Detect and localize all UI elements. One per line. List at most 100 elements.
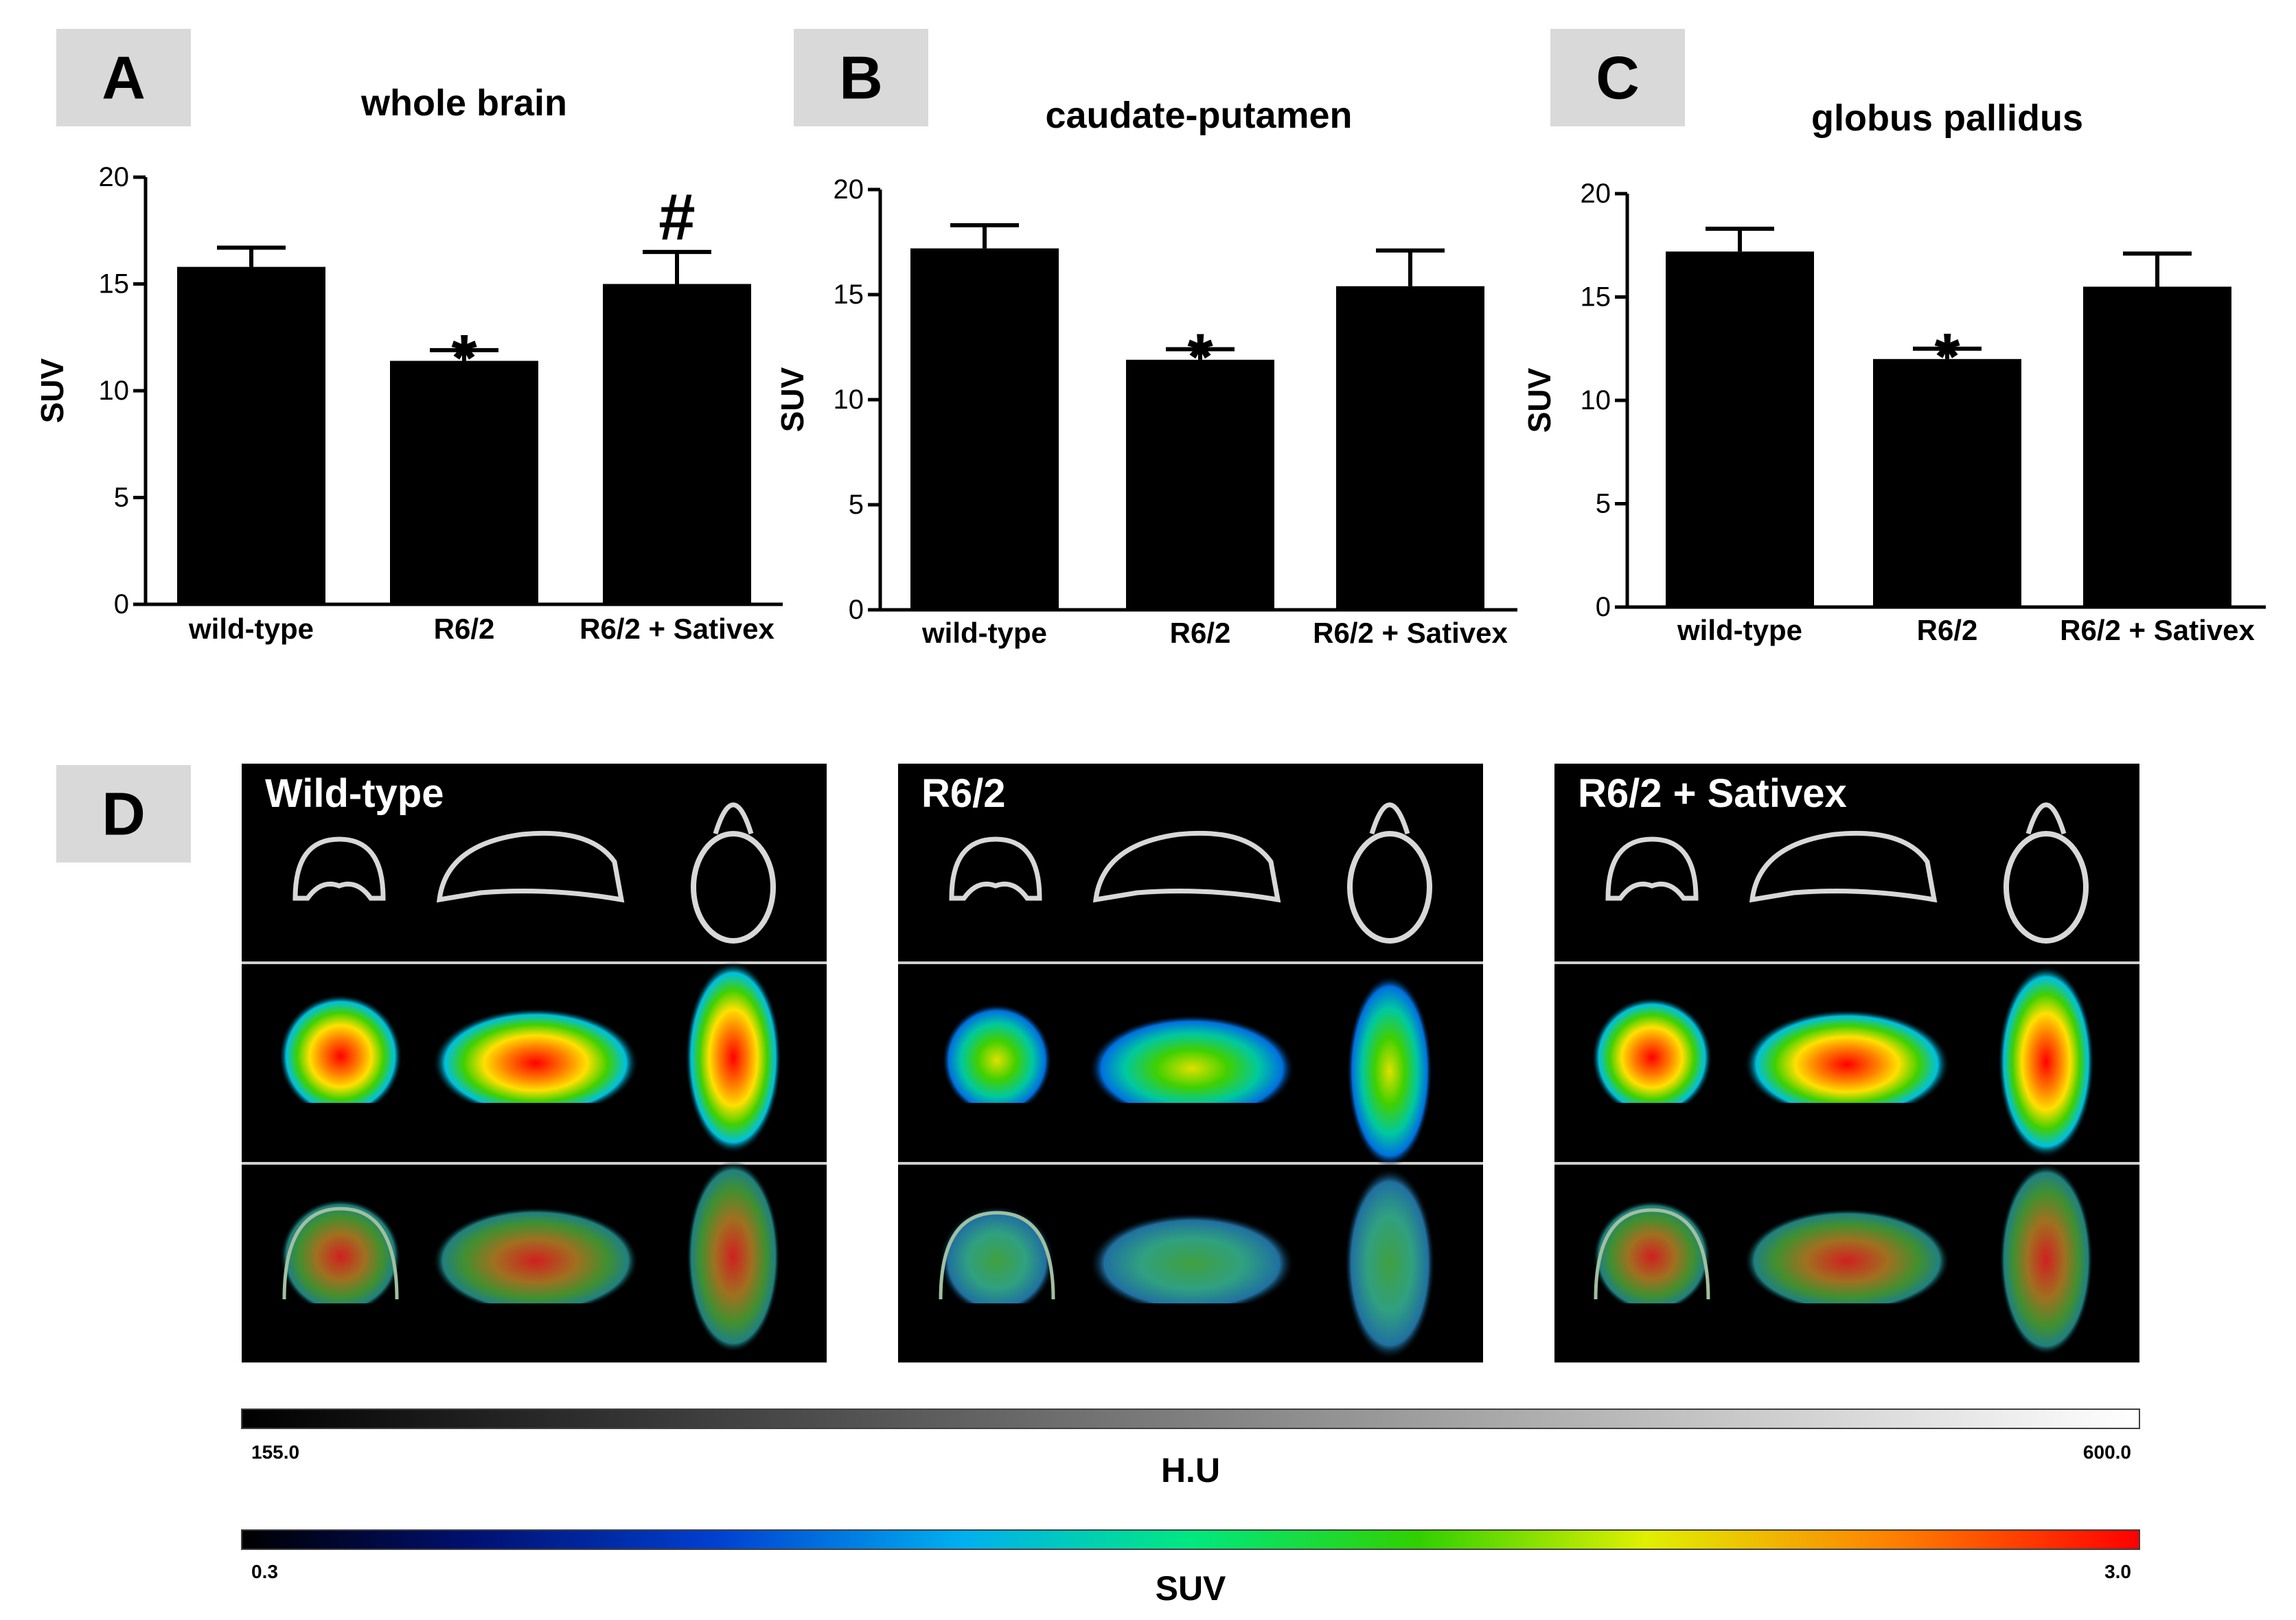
y-tick-label: 0 xyxy=(1596,592,1611,622)
pet-sagittal-cut xyxy=(1082,1103,1302,1137)
suv-colorbar-min: 0.3 xyxy=(251,1561,278,1582)
pet-coronal xyxy=(279,994,402,1118)
bar xyxy=(1126,359,1274,610)
pet-axial xyxy=(1347,975,1432,1167)
ct-axial-skull xyxy=(1347,831,1432,944)
fusion-coronal-skull xyxy=(1594,1208,1710,1300)
x-category-label: wild-type xyxy=(1677,614,1802,646)
y-tick-label: 0 xyxy=(849,595,864,625)
x-category-label: R6/2 xyxy=(1170,617,1231,649)
ct-sagittal-skull xyxy=(436,830,625,903)
x-category-label: wild-type xyxy=(921,617,1047,649)
y-tick-label: 20 xyxy=(1581,179,1611,209)
pet-coronal-cut xyxy=(1587,1103,1725,1130)
fusion-coronal xyxy=(939,1206,1055,1316)
bar xyxy=(1666,251,1814,607)
ct-axial-snout xyxy=(2025,802,2067,835)
panel-label-box-b xyxy=(794,29,928,126)
suv-colorbar-unit: SUV xyxy=(1156,1569,1226,1608)
panel-label-c: C xyxy=(1596,44,1640,112)
x-category-label: R6/2 xyxy=(434,613,495,645)
pet-coronal-cut xyxy=(931,1103,1068,1130)
ct-axial-skull xyxy=(2004,831,2089,944)
chart-title: caudate-putamen xyxy=(1045,95,1352,136)
pet-coronal xyxy=(1592,997,1712,1118)
fusion-coronal xyxy=(1593,1200,1711,1313)
bar xyxy=(1336,286,1484,610)
x-category-label: wild-type xyxy=(188,613,314,645)
ct-sagittal-skull xyxy=(1092,830,1281,903)
chart-title: globus pallidus xyxy=(1811,98,2083,139)
image-panel-r6-2-sativex: R6/2 + Sativex xyxy=(1554,764,2139,1362)
fusion-cut xyxy=(931,1303,1316,1338)
y-tick-label: 20 xyxy=(834,174,864,205)
bar xyxy=(603,284,751,604)
image-panel-wild-type: Wild-type xyxy=(242,764,827,1362)
bar xyxy=(390,361,538,604)
suv-colorbar-max: 3.0 xyxy=(2104,1561,2131,1582)
chart-globus-pallidus: globus pallidus SUV 0 5 10 15 20 wild-type * R6/2… xyxy=(1522,98,2266,646)
fusion-axial xyxy=(1999,1163,2093,1356)
fusion-axial xyxy=(687,1161,780,1353)
significance-marker: # xyxy=(658,181,695,254)
y-tick-label: 5 xyxy=(1596,489,1611,519)
y-tick-label: 15 xyxy=(99,269,130,299)
fusion-coronal-skull xyxy=(939,1211,1055,1300)
ct-colorbar xyxy=(241,1408,2140,1429)
ct-colorbar-min: 155.0 xyxy=(251,1441,299,1463)
bar xyxy=(910,248,1059,610)
chart-caudate-putamen: caudate-putamen SUV 0 5 10 15 20 wild-type * R6/2… xyxy=(774,95,1517,649)
ct-coronal-skull xyxy=(949,836,1042,901)
ct-colorbar-unit: H.U xyxy=(1161,1451,1220,1490)
panel-label-box-a xyxy=(56,29,191,126)
pet-sagittal xyxy=(1089,1015,1295,1122)
image-group-label: R6/2 + Sativex xyxy=(1578,771,1847,816)
fusion-sagittal xyxy=(1744,1209,1950,1313)
fusion-axial xyxy=(1344,1167,1435,1360)
panel-label-d: D xyxy=(102,780,146,848)
significance-marker: * xyxy=(1187,321,1213,394)
y-tick-label: 10 xyxy=(99,376,130,406)
y-axis-label: SUV xyxy=(1522,367,1557,433)
pet-sagittal-cut xyxy=(426,1103,645,1137)
x-category-label: R6/2 xyxy=(1917,614,1978,646)
ct-sagittal-skull xyxy=(1749,830,1938,903)
pet-sagittal-cut xyxy=(1738,1103,1958,1137)
y-tick-label: 20 xyxy=(99,162,130,192)
ct-axial-skull xyxy=(691,831,776,944)
fusion-coronal xyxy=(280,1199,401,1314)
ct-axial-snout xyxy=(1369,802,1410,835)
fusion-coronal-skull xyxy=(282,1207,399,1300)
fusion-cut xyxy=(275,1303,659,1338)
x-category-label: R6/2 + Sativex xyxy=(1313,617,1508,649)
image-group-label: Wild-type xyxy=(265,771,444,816)
pet-sagittal xyxy=(1744,1009,1950,1119)
chart-title: whole brain xyxy=(360,82,567,124)
panel-label-box-d xyxy=(56,765,191,863)
ct-coronal-skull xyxy=(292,836,386,901)
fusion-sagittal xyxy=(1089,1213,1295,1314)
y-tick-label: 10 xyxy=(1581,385,1611,415)
panel-label-box-c xyxy=(1550,29,1685,126)
panel-label-b: B xyxy=(839,44,883,112)
image-group-label: R6/2 xyxy=(921,771,1006,816)
y-tick-label: 15 xyxy=(834,279,864,310)
pet-axial xyxy=(1998,966,2094,1158)
x-category-label: R6/2 + Sativex xyxy=(579,613,774,645)
y-tick-label: 5 xyxy=(114,483,129,513)
y-tick-label: 10 xyxy=(834,385,864,415)
significance-marker: * xyxy=(451,321,477,395)
ct-axial-snout xyxy=(713,802,754,835)
ct-colorbar-max: 600.0 xyxy=(2083,1441,2131,1463)
fusion-cut xyxy=(1587,1303,1972,1338)
ct-coronal-skull xyxy=(1605,836,1699,901)
bar xyxy=(177,266,325,604)
pet-axial xyxy=(685,961,781,1154)
y-axis-label: SUV xyxy=(774,367,810,432)
y-tick-label: 0 xyxy=(114,589,129,619)
pet-coronal-cut xyxy=(275,1103,412,1130)
panel-label-a: A xyxy=(102,44,146,112)
y-tick-label: 5 xyxy=(849,490,864,520)
chart-whole-brain: whole brain SUV 0 5 10 15 20 wild-type * R6/2 # R6/… xyxy=(34,82,783,645)
fusion-sagittal xyxy=(433,1207,639,1314)
